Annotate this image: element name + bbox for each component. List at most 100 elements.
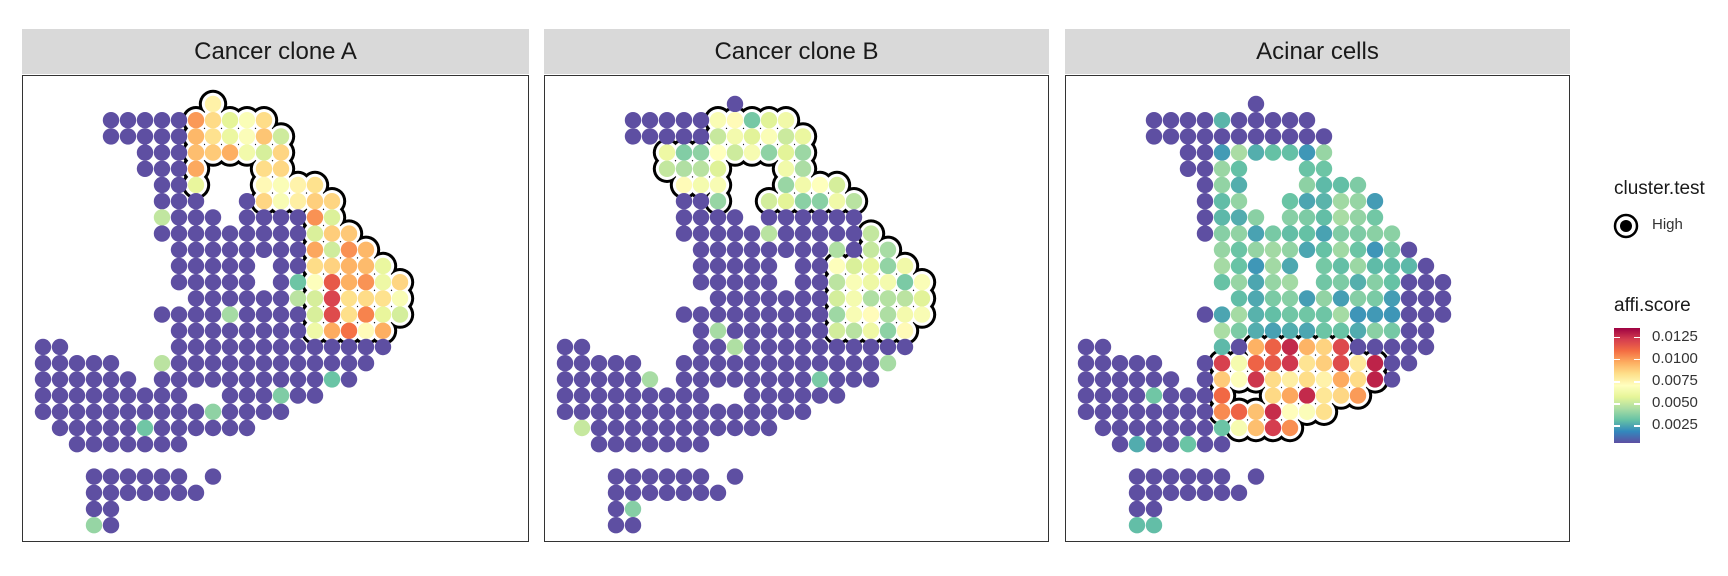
spot-point	[607, 403, 625, 420]
spot-point	[1213, 468, 1231, 485]
spot-point	[102, 436, 120, 453]
spot-point	[85, 468, 103, 485]
spot-point	[374, 274, 392, 291]
spot-plot-b	[556, 95, 937, 534]
spot-point	[1332, 338, 1350, 356]
spot-point	[289, 225, 307, 242]
spot-point	[624, 387, 642, 404]
spot-point	[726, 306, 744, 323]
spot-point	[68, 436, 86, 453]
spot-point	[556, 355, 574, 372]
spot-point	[306, 306, 324, 323]
spot-point	[221, 403, 239, 420]
spot-point	[777, 160, 795, 177]
spot-point	[675, 403, 693, 420]
spot-point	[221, 306, 239, 323]
spot-point	[1128, 517, 1146, 534]
spot-point	[1400, 338, 1418, 356]
spot-point	[102, 387, 120, 404]
spot-point	[255, 371, 273, 388]
spot-point	[1264, 371, 1282, 388]
spot-point	[675, 112, 693, 129]
spot-point	[221, 257, 239, 275]
spot-point	[238, 338, 256, 356]
spot-point	[1247, 290, 1265, 307]
spot-point	[289, 371, 307, 388]
spot-point	[913, 290, 931, 307]
spot-point	[675, 209, 693, 226]
spot-point	[204, 306, 222, 323]
panel-cancer-clone-b	[544, 75, 1049, 542]
spot-point	[1281, 371, 1299, 388]
spot-point	[306, 355, 324, 372]
spot-point	[170, 112, 188, 129]
spot-point	[624, 128, 642, 145]
spot-point	[85, 403, 103, 420]
spot-point	[1366, 338, 1384, 356]
spot-point	[170, 225, 188, 242]
spot-point	[187, 306, 205, 323]
color-bar-tick-label: 0.0025	[1652, 416, 1698, 434]
spot-point	[590, 403, 608, 420]
spot-point	[357, 290, 375, 307]
spot-point	[913, 306, 931, 323]
spot-point	[794, 355, 812, 372]
spot-point	[709, 193, 727, 210]
spot-point	[709, 209, 727, 226]
spot-point	[675, 225, 693, 242]
spot-point	[1400, 355, 1418, 372]
spot-point	[1264, 322, 1282, 339]
spot-point	[607, 436, 625, 453]
spot-point	[1230, 112, 1248, 129]
spot-point	[658, 387, 676, 404]
spot-point	[1366, 209, 1384, 226]
spot-point	[136, 387, 154, 404]
spot-point	[692, 484, 710, 501]
spot-point	[692, 225, 710, 242]
spot-point	[692, 338, 710, 356]
color-bar-tick	[1614, 381, 1620, 383]
spot-point	[1196, 468, 1214, 485]
spot-point	[862, 306, 880, 323]
spot-point	[726, 403, 744, 420]
spot-point	[1230, 160, 1248, 177]
color-bar-tick	[1614, 358, 1620, 361]
spot-point	[1264, 306, 1282, 323]
spot-point	[1094, 387, 1112, 404]
spot-point	[726, 128, 744, 145]
spot-point	[1230, 484, 1248, 501]
spot-point	[289, 290, 307, 307]
facet-strip-2: Cancer clone B	[544, 29, 1049, 74]
spot-point	[1298, 225, 1316, 242]
spot-point	[607, 500, 625, 518]
spot-point	[306, 209, 324, 226]
spot-point	[1366, 257, 1384, 275]
spot-point	[1128, 371, 1146, 388]
spot-point	[1281, 225, 1299, 242]
spot-point	[828, 387, 846, 404]
spot-point	[777, 290, 795, 307]
spot-point	[272, 176, 290, 194]
spot-point	[153, 355, 171, 372]
spot-point	[1383, 257, 1401, 275]
spot-point	[1281, 322, 1299, 339]
spot-point	[811, 209, 829, 226]
spot-point	[85, 436, 103, 453]
spot-point	[1145, 517, 1163, 534]
spot-point	[1298, 128, 1316, 145]
spot-point	[119, 468, 137, 485]
spot-point	[238, 355, 256, 372]
spot-point	[692, 306, 710, 323]
spot-point	[794, 193, 812, 210]
spot-point	[709, 403, 727, 420]
spot-point	[896, 290, 914, 307]
spot-point	[692, 241, 710, 258]
spot-point	[1247, 274, 1265, 291]
spot-point	[1349, 322, 1367, 339]
spot-point	[658, 419, 676, 437]
spot-point	[204, 290, 222, 307]
spot-point	[743, 241, 761, 258]
spot-point	[1298, 160, 1316, 177]
spot-point	[862, 338, 880, 356]
spot-point	[323, 338, 341, 356]
